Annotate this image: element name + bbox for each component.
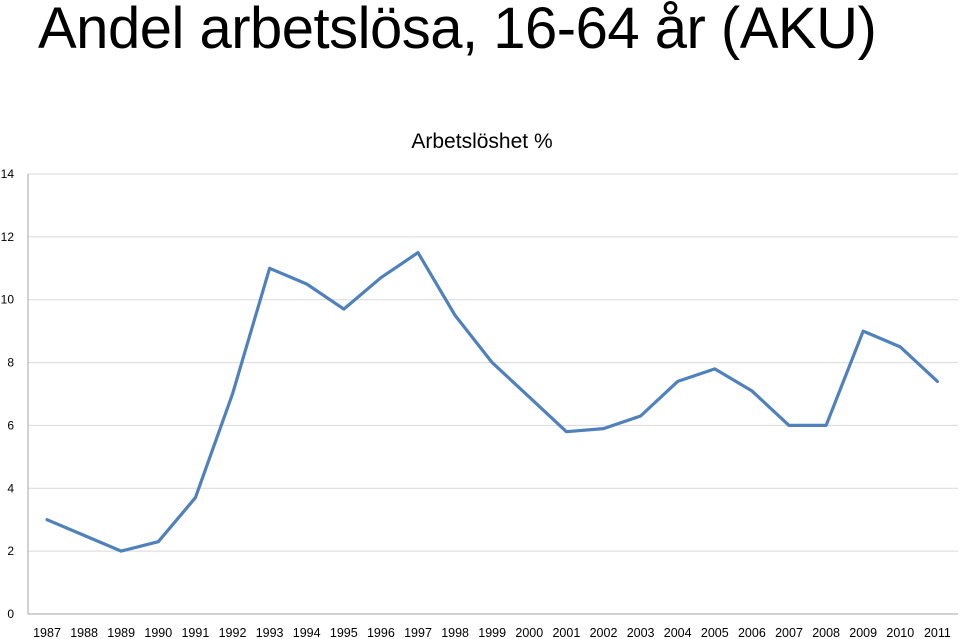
chart-title: Arbetslöshet % (411, 130, 552, 153)
x-tick-label: 2007 (775, 626, 803, 639)
y-tick-label: 12 (1, 230, 15, 244)
x-tick-label: 1987 (33, 626, 61, 639)
x-tick-label: 2001 (552, 626, 580, 639)
x-tick-label: 2011 (924, 626, 951, 639)
series-layer (45, 251, 940, 553)
y-tick-label: 2 (7, 544, 14, 558)
y-tick-labels: 0 2 4 6 8 10 12 14 (1, 167, 15, 621)
x-tick-label: 1989 (107, 626, 135, 639)
x-tick-label: 2004 (664, 626, 692, 639)
x-tick-label: 2002 (590, 626, 618, 639)
x-tick-label: 2005 (701, 626, 729, 639)
x-tick-label: 1991 (181, 626, 209, 639)
y-tick-label: 0 (7, 607, 14, 621)
series-line (45, 251, 940, 553)
axes (27, 174, 958, 615)
y-tick-label: 6 (7, 418, 14, 432)
x-tick-label: 2003 (627, 626, 655, 639)
x-tick-label: 1999 (478, 626, 506, 639)
x-tick-label: 1988 (70, 626, 98, 639)
y-tick-label: 10 (1, 293, 15, 307)
x-tick-label: 2008 (812, 626, 840, 639)
slide-title: Andel arbetslösa, 16-64 år (AKU) (38, 0, 877, 61)
x-tick-label: 1997 (404, 626, 432, 639)
y-tick-label: 8 (7, 356, 14, 370)
x-tick-label: 2010 (886, 626, 914, 639)
x-tick-label: 2000 (515, 626, 543, 639)
x-tick-label: 1996 (367, 626, 395, 639)
x-tick-label: 1994 (293, 626, 321, 639)
x-tick-labels: 1987 1988 1989 1990 1991 1992 1993 1994 1995 1996… (33, 626, 951, 639)
x-tick-label: 1993 (256, 626, 284, 639)
x-tick-label: 1998 (441, 626, 469, 639)
y-tick-label: 4 (7, 481, 14, 495)
gridlines (28, 173, 958, 552)
x-tick-label: 1995 (330, 626, 358, 639)
x-tick-label: 1990 (144, 626, 172, 639)
y-tick-label: 14 (1, 167, 15, 181)
x-tick-label: 2009 (849, 626, 877, 639)
x-tick-label: 1992 (219, 626, 247, 639)
x-tick-label: 2006 (738, 626, 766, 639)
